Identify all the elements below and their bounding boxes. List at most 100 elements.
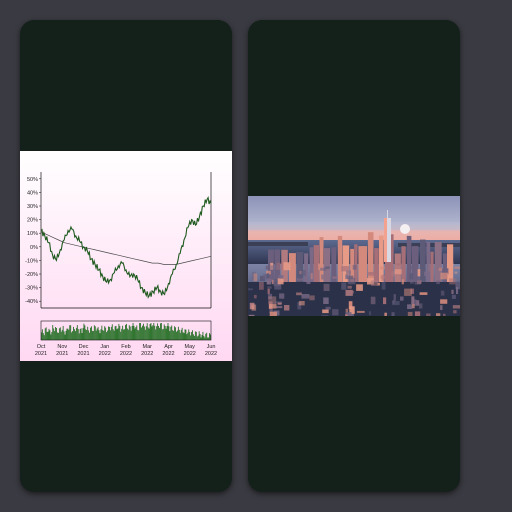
volume-bar xyxy=(77,329,79,340)
volume-bar xyxy=(82,328,84,340)
volume-bar xyxy=(100,329,102,340)
volume-bar xyxy=(184,329,186,340)
volume-bar xyxy=(176,331,177,340)
volume-bar xyxy=(102,330,104,340)
volume-bar xyxy=(183,333,185,340)
volume-bar xyxy=(160,323,161,340)
x-tick-month: Jan xyxy=(100,344,109,350)
x-tick-month: Dec xyxy=(79,344,89,350)
volume-bar xyxy=(131,326,133,340)
volume-bar xyxy=(98,330,100,340)
volume-bar xyxy=(64,334,66,340)
volume-bar xyxy=(93,325,95,340)
volume-bar xyxy=(180,329,182,340)
volume-bar xyxy=(95,330,97,340)
volume-bar xyxy=(111,324,113,340)
volume-bar xyxy=(157,323,159,340)
volume-bar xyxy=(199,334,201,340)
volume-bar xyxy=(170,326,172,340)
y-tick-label: -40% xyxy=(25,299,38,305)
volume-bar xyxy=(210,334,211,340)
x-tick-month: Mar xyxy=(143,344,153,350)
volume-bar xyxy=(48,328,50,340)
x-tick-year: 2022 xyxy=(99,351,111,357)
y-tick-label: 10% xyxy=(27,231,38,237)
volume-bar xyxy=(138,330,140,340)
volume-bar xyxy=(41,332,42,340)
volume-bar xyxy=(182,332,184,340)
volume-bar xyxy=(177,326,179,340)
volume-bar xyxy=(74,329,75,340)
volume-bar xyxy=(142,325,143,340)
volume-bar xyxy=(120,331,122,340)
volume-bar xyxy=(71,332,73,340)
x-tick-year: 2022 xyxy=(162,351,174,357)
volume-bar xyxy=(140,323,142,340)
volume-bar xyxy=(126,328,128,340)
y-tick-label: -30% xyxy=(25,286,38,292)
volume-bar xyxy=(200,337,202,340)
volume-bar xyxy=(135,327,137,340)
volume-bar xyxy=(81,332,83,340)
volume-bar xyxy=(107,330,108,340)
volume-bar xyxy=(191,331,193,340)
volume-bar xyxy=(162,328,164,340)
volume-bar xyxy=(154,325,156,340)
volume-bar xyxy=(167,323,169,340)
volume-bar xyxy=(115,325,117,340)
volume-bar xyxy=(47,331,49,340)
volume-bar xyxy=(85,329,87,340)
volume-bar xyxy=(58,328,60,340)
volume-bar xyxy=(73,326,74,340)
volume-bar xyxy=(105,327,107,340)
volume-bar xyxy=(112,329,114,340)
volume-bar xyxy=(110,326,112,340)
volume-bar xyxy=(202,331,204,340)
y-tick-label: 40% xyxy=(27,190,38,196)
volume-bar xyxy=(128,325,130,340)
series-trend-line xyxy=(40,231,212,265)
volume-bar xyxy=(178,329,180,340)
y-tick-label: -10% xyxy=(25,258,38,264)
right-card[interactable] xyxy=(248,20,460,492)
volume-bar xyxy=(127,329,129,340)
volume-bar xyxy=(186,334,188,340)
volume-bar xyxy=(87,326,89,340)
volume-bar xyxy=(121,328,123,340)
volume-bar xyxy=(123,329,125,340)
volume-bar xyxy=(194,331,196,340)
volume-bar xyxy=(160,323,162,340)
y-tick-label: 30% xyxy=(27,204,38,210)
volume-bar xyxy=(149,324,151,340)
volume-bar xyxy=(175,327,176,340)
volume-bar xyxy=(189,331,191,340)
volume-bar xyxy=(141,327,142,340)
volume-bar xyxy=(208,337,210,340)
volume-bar xyxy=(145,326,147,340)
volume-bar xyxy=(75,331,76,340)
volume-bar xyxy=(83,323,85,340)
volume-bar xyxy=(62,325,64,340)
x-tick-year: 2021 xyxy=(77,351,89,357)
volume-bar xyxy=(49,330,51,340)
volume-bar xyxy=(164,326,166,340)
volume-bar xyxy=(103,330,105,340)
volume-bar xyxy=(206,332,208,340)
line-chart: 50%40%30%20%10%0%-10%-20%-30%-40% Oct202… xyxy=(25,172,217,357)
volume-bar xyxy=(129,326,131,340)
volume-bar xyxy=(205,333,207,340)
volume-bar xyxy=(159,327,160,340)
left-card[interactable]: 50% 40% 30% 20% 10% 0% -10% -20% -30% -40% Oct 202… xyxy=(20,20,232,492)
volume-bar xyxy=(139,323,141,340)
volume-bar xyxy=(174,326,176,340)
volume-bar xyxy=(143,323,144,340)
volume-bar xyxy=(72,331,74,340)
volume-bar xyxy=(171,325,173,340)
volume-bar xyxy=(150,323,152,340)
volume-bar xyxy=(67,328,69,340)
volume-bar xyxy=(88,330,90,340)
volume-bar xyxy=(151,326,153,340)
x-tick-year: 2021 xyxy=(35,351,47,357)
volume-bar xyxy=(45,327,47,340)
volume-bar xyxy=(76,325,78,340)
